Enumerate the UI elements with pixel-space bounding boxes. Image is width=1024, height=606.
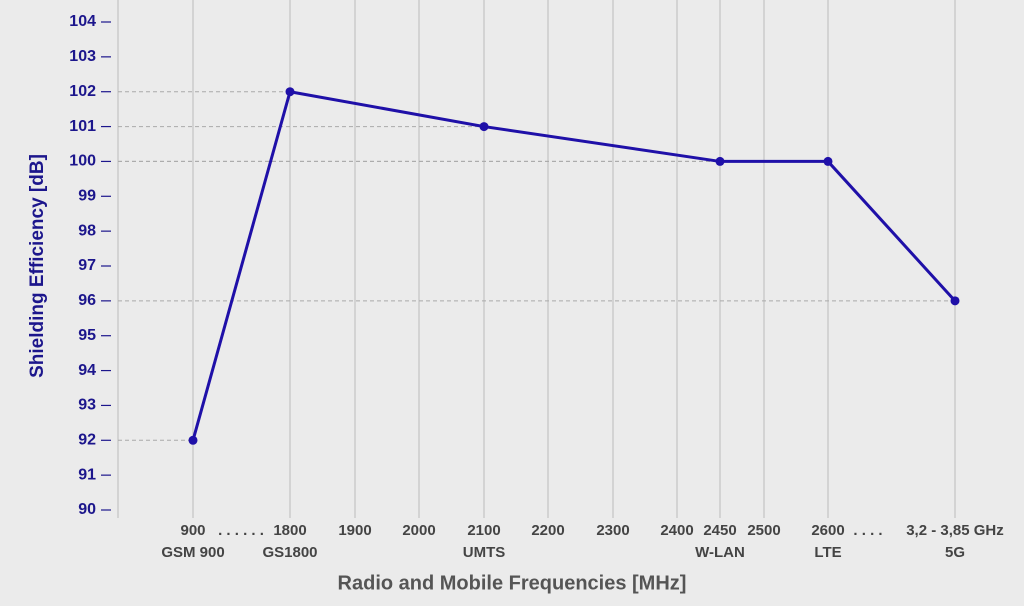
x-tick-label: 2000 — [402, 522, 435, 539]
x-tick-label: 1900 — [338, 522, 371, 539]
y-tick-label: 100 — [69, 153, 96, 170]
y-tick-label: 94 — [78, 362, 96, 379]
y-tick-label: 91 — [78, 466, 96, 483]
y-tick-label: 99 — [78, 188, 96, 205]
y-tick-label: 101 — [69, 118, 96, 135]
data-point — [285, 87, 295, 97]
y-tick-label: 102 — [69, 83, 96, 100]
data-point — [479, 122, 489, 132]
x-tick-label: 2400 — [660, 522, 693, 539]
data-point — [188, 435, 198, 445]
y-tick-label: 96 — [78, 292, 96, 309]
x-sub-label: GS1800 — [262, 544, 317, 561]
series-line — [191, 89, 957, 441]
y-tick-label: 95 — [78, 327, 96, 344]
data-point — [950, 296, 960, 306]
y-axis-title: Shielding Efficiency [dB] — [27, 154, 48, 378]
x-tick-label: 2450 — [703, 522, 736, 539]
x-sub-label: GSM 900 — [161, 544, 224, 561]
y-tick-label: 97 — [78, 257, 96, 274]
x-sub-label: LTE — [814, 544, 841, 561]
x-tick-label: 1800 — [273, 522, 306, 539]
x-tick-label: 3,2 - 3,85 GHz — [906, 522, 1004, 539]
x-sub-label: 5G — [945, 544, 965, 561]
y-tick-label: 103 — [69, 48, 96, 65]
x-separator: . . . . — [853, 522, 882, 539]
x-axis-title: Radio and Mobile Frequencies [MHz] — [338, 572, 687, 594]
x-tick-label: 2500 — [747, 522, 780, 539]
y-tick-label: 98 — [78, 222, 96, 239]
x-sub-label: W-LAN — [695, 544, 745, 561]
x-tick-label: 2600 — [811, 522, 844, 539]
y-tick-label: 104 — [69, 13, 96, 30]
data-point — [823, 156, 833, 166]
x-sub-label: UMTS — [463, 544, 506, 561]
x-tick-label: 2300 — [596, 522, 629, 539]
x-tick-label: 2100 — [467, 522, 500, 539]
y-tick-label: 93 — [78, 397, 96, 414]
data-point — [715, 156, 725, 166]
x-tick-label: 2200 — [531, 522, 564, 539]
x-separator: . . . . . . — [218, 522, 264, 539]
y-tick-label: 90 — [78, 501, 96, 518]
y-tick-label: 92 — [78, 432, 96, 449]
x-tick-label: 900 — [180, 522, 205, 539]
